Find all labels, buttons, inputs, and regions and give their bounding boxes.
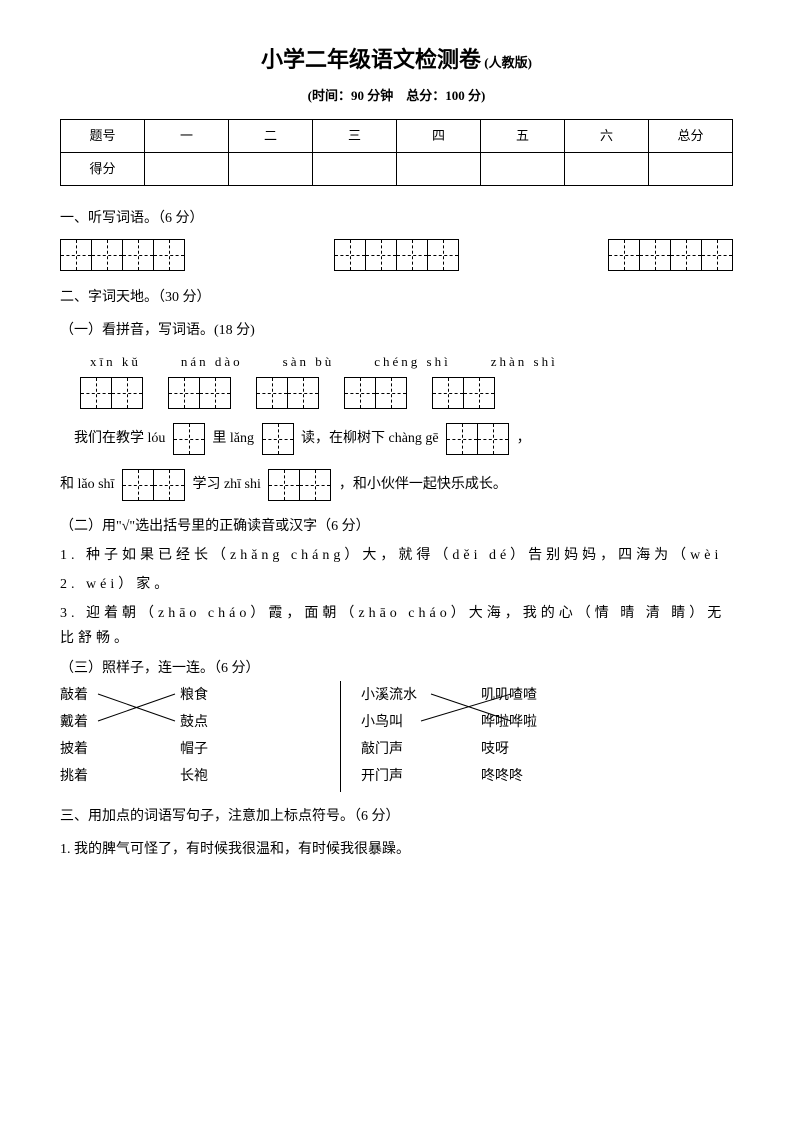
pinyin-label: sàn bù [283,350,335,373]
score-cell[interactable] [145,152,229,185]
pinyin-boxes-row [80,377,733,409]
match-item[interactable]: 戴着 [60,710,180,735]
score-cell[interactable] [229,152,313,185]
score-cell[interactable] [397,152,481,185]
title-main: 小学二年级语文检测卷 [261,47,481,72]
match-item[interactable]: 披着 [60,737,180,762]
table-row: 得分 [61,152,733,185]
tianzi-group[interactable] [80,377,143,409]
match-item[interactable]: 叽叽喳喳 [481,683,601,708]
tianzi-group[interactable] [168,377,231,409]
section-2-1-heading: （一）看拼音，写词语。(18 分) [60,318,733,343]
tianzi-group[interactable] [608,239,733,271]
tianzi-group[interactable] [446,423,509,455]
sentence-text: 里 lǎng [212,431,254,446]
tianzi-group[interactable] [122,469,185,501]
score-cell[interactable] [649,152,733,185]
pinyin-label: xīn kǔ [90,350,141,373]
title-suffix: (人教版) [481,55,532,70]
table-row: 题号 一 二 三 四 五 六 总分 [61,119,733,152]
sentence-text: 和 lǎo shī [60,477,114,492]
pinyin-label: chéng shì [374,350,450,373]
tianzi-group[interactable] [173,423,205,455]
match-item[interactable]: 长袍 [180,764,300,789]
tianzi-group[interactable] [334,239,459,271]
question-text: 2. wéi）家。 [60,572,733,597]
section-2-3-heading: （三）照样子，连一连。（6 分） [60,656,733,681]
question-text: 1. 我的脾气可怪了，有时候我很温和，有时候我很暴躁。 [60,837,733,862]
match-item[interactable]: 吱呀 [481,737,601,762]
match-item[interactable]: 敲着 [60,683,180,708]
sentence-text: 读，在柳树下 chàng gē [301,431,439,446]
match-item[interactable]: 帽子 [180,737,300,762]
tianzi-group[interactable] [432,377,495,409]
score-header: 一 [145,119,229,152]
pinyin-label: zhàn shì [491,350,558,373]
section-1-heading: 一、听写词语。（6 分） [60,206,733,231]
question-text: 3. 迎着朝（zhāo cháo）霞，面朝（zhāo cháo）大海，我的心（情… [60,601,733,651]
pinyin-row: xīn kǔ nán dào sàn bù chéng shì zhàn shì [90,350,733,373]
match-item[interactable]: 敲门声 [361,737,481,762]
score-label: 得分 [61,152,145,185]
match-item[interactable]: 小溪流水 [361,683,481,708]
tianzi-group[interactable] [268,469,331,501]
score-cell[interactable] [313,152,397,185]
score-header: 三 [313,119,397,152]
sentence-text: ，和小伙伴一起快乐成长。 [339,477,507,492]
score-header: 六 [565,119,649,152]
score-header: 四 [397,119,481,152]
match-item[interactable]: 挑着 [60,764,180,789]
sentence-fill-2: 和 lǎo shī 学习 zhī shi ，和小伙伴一起快乐成长。 [60,467,733,503]
tianzi-group[interactable] [256,377,319,409]
score-table: 题号 一 二 三 四 五 六 总分 得分 [60,119,733,186]
matching-divider [340,681,341,792]
section-2-heading: 二、字词天地。（30 分） [60,285,733,310]
page-title: 小学二年级语文检测卷 (人教版) [60,40,733,80]
sentence-text: 我们在教学 lóu [74,431,165,446]
match-item[interactable]: 咚咚咚 [481,764,601,789]
matching-block: 敲着粮食 戴着鼓点 披着帽子 挑着长袍 小溪流水叽叽喳喳 小鸟叫哗啦哗啦 敲门声… [60,681,733,792]
match-item[interactable]: 鼓点 [180,710,300,735]
section-3-heading: 三、用加点的词语写句子，注意加上标点符号。（6 分） [60,804,733,829]
page-subtitle: (时间：90 分钟 总分：100 分) [60,84,733,107]
tianzi-group[interactable] [262,423,294,455]
dictation-boxes-row [60,239,733,271]
match-item[interactable]: 开门声 [361,764,481,789]
match-item[interactable]: 哗啦哗啦 [481,710,601,735]
score-header: 总分 [649,119,733,152]
score-cell[interactable] [565,152,649,185]
pinyin-label: nán dào [181,350,243,373]
score-header: 题号 [61,119,145,152]
score-cell[interactable] [481,152,565,185]
sentence-fill-1: 我们在教学 lóu 里 lǎng 读，在柳树下 chàng gē ， [60,421,733,457]
score-header: 二 [229,119,313,152]
tianzi-group[interactable] [60,239,185,271]
tianzi-group[interactable] [344,377,407,409]
sentence-text: 学习 zhī shi [192,477,260,492]
score-header: 五 [481,119,565,152]
match-item[interactable]: 小鸟叫 [361,710,481,735]
question-text: 1. 种子如果已经长（zhǎng cháng）大，就得（děi dé）告别妈妈，… [60,543,733,568]
match-item[interactable]: 粮食 [180,683,300,708]
sentence-text: ， [517,431,531,446]
section-2-2-heading: （二）用"√"选出括号里的正确读音或汉字（6 分） [60,514,733,539]
